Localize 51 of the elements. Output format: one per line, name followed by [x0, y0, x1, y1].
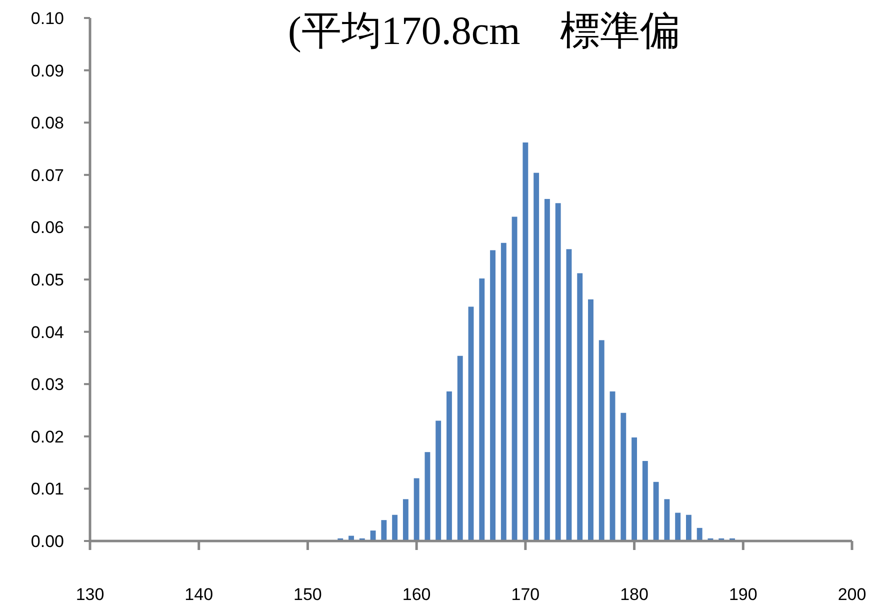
bar	[598, 340, 604, 541]
bar	[610, 391, 616, 541]
bar	[392, 514, 398, 541]
bar	[490, 250, 496, 541]
bar	[446, 391, 452, 541]
bar	[588, 299, 594, 541]
y-tick-label: 0.02	[30, 427, 64, 446]
y-tick-label: 0.00	[30, 532, 64, 551]
bar	[577, 273, 583, 541]
chart-title: (平均170.8cm 標準偏	[288, 8, 680, 53]
bar	[468, 306, 474, 541]
bar	[696, 528, 702, 541]
bar	[566, 249, 572, 541]
x-tick-label: 160	[402, 585, 431, 604]
bar	[632, 437, 638, 541]
bar	[653, 482, 659, 541]
bar	[664, 499, 670, 541]
bar	[381, 520, 387, 541]
y-tick-label: 0.06	[30, 218, 64, 238]
bar	[457, 356, 463, 541]
bar	[620, 412, 626, 541]
bar	[370, 530, 376, 541]
bar	[512, 216, 518, 541]
y-tick-label: 0.04	[30, 322, 64, 342]
bar	[436, 420, 442, 541]
bar	[402, 499, 408, 541]
x-tick-label: 200	[838, 585, 866, 604]
bar	[642, 460, 648, 541]
bar	[544, 198, 550, 541]
bar	[414, 478, 420, 541]
y-tick-label: 0.03	[30, 375, 64, 394]
bar	[424, 452, 430, 541]
bar	[522, 142, 528, 541]
x-tick-label: 150	[294, 585, 322, 604]
y-tick-label: 0.01	[30, 480, 64, 499]
x-tick-label: 130	[76, 585, 104, 604]
y-tick-label: 0.09	[30, 61, 64, 80]
bar	[500, 242, 506, 541]
bar	[675, 512, 681, 541]
x-tick-label: 180	[620, 585, 648, 604]
y-tick-label: 0.05	[30, 270, 64, 290]
x-tick-label: 170	[511, 585, 540, 604]
bar	[479, 278, 485, 541]
y-tick-label: 0.08	[30, 114, 64, 133]
y-tick-label: 0.10	[30, 9, 64, 28]
x-tick-label: 190	[728, 585, 758, 604]
bar	[555, 203, 561, 541]
x-tick-label: 140	[184, 585, 214, 604]
bar	[534, 172, 540, 541]
y-tick-label: 0.07	[30, 166, 64, 185]
bar	[686, 514, 692, 541]
